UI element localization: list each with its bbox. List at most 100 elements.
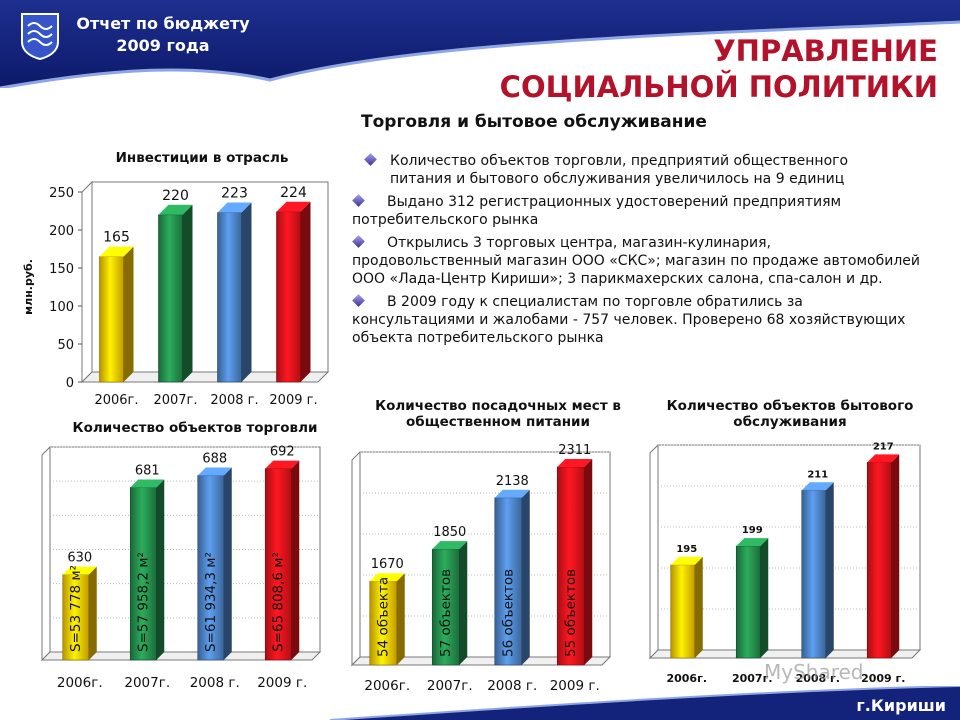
chart-side-wall — [351, 450, 361, 667]
report-title-line2: 2009 года — [116, 36, 210, 55]
chart-title-investments: Инвестиции в отрасль — [115, 150, 289, 166]
bullet-item: Выдано 312 регистрационных удостоверений… — [352, 193, 942, 229]
x-tick-label: 2006г. — [364, 678, 410, 694]
bullet-item: Количество объектов торговли, предприяти… — [352, 152, 942, 188]
bar — [264, 460, 300, 661]
y-tick-label: 0 — [66, 376, 74, 391]
bar-value-label: 217 — [873, 441, 894, 452]
report-title-line1: Отчет по бюджету — [76, 14, 250, 33]
bar — [866, 454, 900, 659]
x-tick-label: 2009 г. — [550, 678, 600, 694]
bar-value-label: 688 — [202, 452, 227, 467]
bullet-item: Открылись 3 торговых центра, магазин-кул… — [352, 234, 942, 288]
bar-value-label: 224 — [280, 185, 307, 201]
x-tick-label: 2009 г. — [257, 675, 307, 691]
bullet-text: консультациями и жалобами - 757 человек.… — [352, 312, 906, 346]
x-tick-label: 2007г. — [124, 675, 170, 691]
bar-value-label: 692 — [270, 445, 295, 460]
x-tick-label: 2006г. — [666, 672, 707, 685]
y-tick-label: 150 — [49, 262, 74, 277]
chart-back-wall — [92, 181, 329, 372]
watermark: MyShared — [764, 660, 864, 684]
chart-investments: 0 50 100 150 200 250 млн.руб. 165 2006г. 220 2007г… — [22, 180, 330, 408]
x-tick-label: 2008 г. — [210, 393, 258, 408]
x-tick-label: 2006г. — [94, 393, 138, 408]
x-tick-label: 2007г. — [153, 393, 197, 408]
bar — [369, 573, 405, 666]
chart-title-trade-objects: Количество объектов торговли — [72, 420, 318, 436]
bar-value-label: 1670 — [371, 557, 404, 572]
bar-inner-label: 57 объектов — [438, 569, 454, 657]
bar-value-label: 630 — [67, 551, 92, 566]
main-title-line2: СОЦИАЛЬНОЙ ПОЛИТИКИ — [499, 70, 938, 104]
bar-value-label: 165 — [103, 230, 130, 246]
x-tick-label: 2008 г. — [487, 678, 537, 694]
bullet-item: В 2009 году к специалистам по торговле о… — [352, 293, 942, 347]
bullet-text: продовольственный магазин ООО «СКС»; маг… — [352, 253, 921, 287]
bar-value-label: 2138 — [496, 474, 529, 489]
bullet-diamond-icon — [364, 153, 377, 166]
x-tick-label: 2006г. — [57, 675, 103, 691]
y-tick-label: 200 — [49, 224, 74, 239]
bar — [276, 201, 311, 383]
bar-value-label: 211 — [807, 469, 828, 480]
bar-value-label: 220 — [162, 188, 189, 204]
chart-side-wall — [649, 443, 659, 660]
bar-value-label: 681 — [135, 463, 160, 478]
bar — [801, 482, 834, 659]
bar-inner-label: S=65 808,6 м² — [270, 552, 286, 652]
bar — [99, 246, 134, 383]
x-tick-label: 2008 г. — [796, 672, 840, 685]
bar-value-label: 2311 — [558, 443, 591, 458]
city-emblem-icon — [21, 13, 59, 60]
chart-services: 195 2006г. 199 2007г. 211 2008 г. 217 2009 г. — [648, 441, 922, 685]
bar-value-label: 199 — [742, 525, 763, 536]
bar-inner-label: 56 объектов — [500, 569, 516, 657]
y-tick-label: 50 — [57, 338, 74, 353]
bar — [556, 458, 593, 666]
bar — [670, 556, 703, 659]
bar-inner-label: 55 объектов — [563, 569, 579, 657]
bar-value-label: 195 — [676, 544, 697, 555]
chart-title-services: Количество объектов бытового обслуживани… — [666, 398, 914, 430]
header-banner — [0, 0, 960, 88]
x-tick-label: 2007г. — [732, 672, 773, 685]
chart-title-seats: Количество посадочных мест в общественно… — [375, 398, 621, 430]
bullet-text: Выдано 312 регистрационных удостоверений… — [387, 194, 842, 210]
bullet-text: Открылись 3 торговых центра, магазин-кул… — [387, 235, 771, 251]
bar — [62, 566, 97, 661]
bullet-text: потребительского рынка — [352, 212, 539, 228]
bullet-text: питания и бытового обслуживания увеличил… — [390, 171, 845, 187]
bullet-text: В 2009 году к специалистам по торговле о… — [387, 294, 803, 310]
bar — [217, 202, 252, 383]
x-tick-label: 2007г. — [427, 678, 473, 694]
bar-value-label: 223 — [221, 186, 248, 202]
bar-value-label: 1850 — [433, 525, 466, 540]
bar — [129, 479, 165, 661]
footer-banner — [0, 686, 960, 720]
main-title-line1: УПРАВЛЕНИЕ — [713, 34, 938, 68]
bar — [158, 204, 193, 383]
bullet-list: Количество объектов торговли, предприяти… — [352, 152, 942, 352]
y-axis-label: млн.руб. — [22, 259, 35, 315]
x-tick-label: 2008 г. — [190, 675, 240, 691]
bar-inner-label: S=61 934,3 м² — [203, 552, 219, 652]
bar-inner-label: S=57 958,2 м² — [135, 552, 151, 652]
chart-side-wall — [41, 445, 51, 662]
bar-inner-label: S=53 778 м² — [68, 565, 84, 652]
bar — [735, 538, 769, 659]
bar — [197, 467, 232, 661]
city-name: г.Кириши — [856, 696, 946, 715]
bar — [494, 489, 530, 666]
bar — [431, 541, 468, 666]
y-tick-label: 100 — [49, 300, 74, 315]
chart-side-wall — [81, 180, 93, 384]
section-title: Торговля и бытовое обслуживание — [361, 112, 707, 132]
bar-inner-label: 54 объекта — [375, 577, 391, 657]
bullet-text: Количество объектов торговли, предприяти… — [390, 153, 849, 169]
x-tick-label: 2009 г. — [269, 393, 317, 408]
x-tick-label: 2009 г. — [861, 672, 905, 685]
y-tick-label: 250 — [49, 186, 74, 201]
chart-seats: 1670 54 объекта 2006г. 1850 57 объектов 2007г… — [350, 443, 612, 694]
